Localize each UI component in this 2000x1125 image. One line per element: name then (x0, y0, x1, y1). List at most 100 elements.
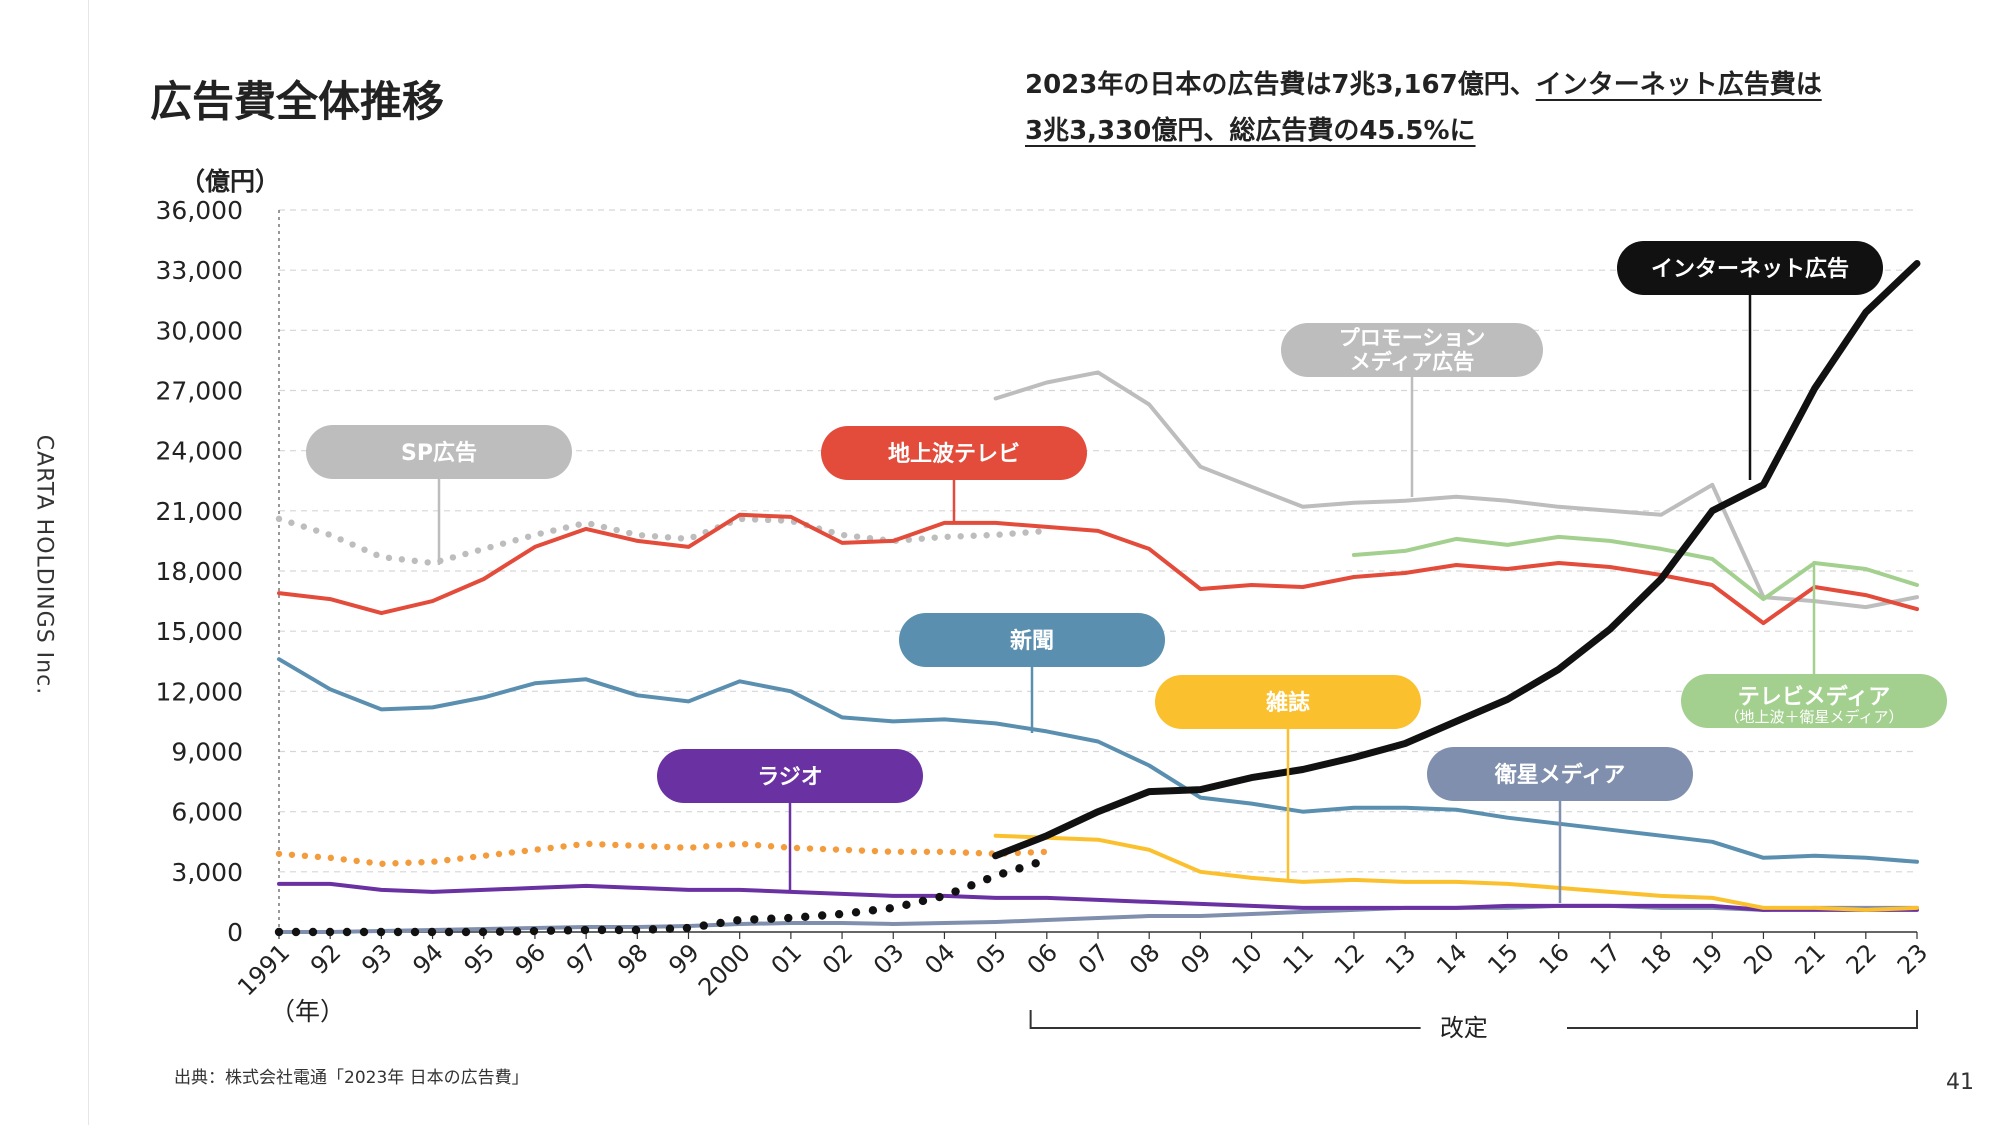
data-point (444, 856, 451, 864)
data-point (411, 557, 418, 565)
data-point (427, 927, 437, 937)
data-point (537, 530, 544, 537)
data-point (983, 532, 990, 539)
data-point (806, 845, 814, 852)
x-tick-label: 10 (1226, 938, 1267, 979)
x-tick-label: 08 (1124, 938, 1165, 979)
data-point (457, 855, 464, 862)
y-tick-label: 33,000 (156, 256, 243, 285)
x-tick-label: 01 (766, 938, 807, 979)
x-tick-label: 03 (868, 938, 909, 979)
y-tick-label: 24,000 (156, 437, 243, 466)
data-point (398, 556, 406, 563)
data-point (832, 846, 840, 853)
data-point (853, 533, 861, 540)
callout-9: テレビメディア（地上波＋衛星メディア） (1681, 561, 1947, 728)
x-tick-label: 16 (1534, 938, 1575, 979)
data-point (508, 849, 516, 856)
callout-label: 地上波テレビ (888, 442, 1020, 467)
data-point (349, 541, 356, 548)
data-point (614, 925, 624, 935)
data-point (580, 925, 590, 935)
series-line (993, 833, 1919, 912)
callout-box (1155, 675, 1421, 729)
data-point (325, 531, 332, 538)
data-point (1027, 849, 1035, 856)
data-point (871, 847, 879, 855)
y-tick-label: 21,000 (156, 497, 243, 526)
data-point (967, 881, 976, 890)
x-tick-label: 12 (1329, 938, 1370, 979)
data-point (764, 516, 772, 524)
data-point (682, 923, 692, 933)
data-point (931, 534, 938, 541)
x-tick-label: 19 (1687, 938, 1728, 979)
data-point (361, 546, 368, 553)
data-point (534, 846, 541, 853)
x-tick-label: 06 (1022, 938, 1063, 979)
data-point (638, 532, 646, 539)
data-point (626, 529, 633, 537)
callout-box (1681, 674, 1947, 728)
data-point (575, 521, 582, 528)
callout-box (899, 613, 1165, 667)
series-line (277, 903, 1919, 934)
data-point (918, 896, 928, 906)
data-point (325, 927, 335, 937)
data-point (897, 848, 905, 855)
data-point (910, 848, 918, 855)
data-point (631, 925, 641, 935)
x-tick-label: 94 (407, 938, 448, 979)
data-point (767, 843, 775, 850)
x-tick-label: 15 (1482, 938, 1523, 979)
data-point (340, 856, 347, 863)
data-point (600, 523, 608, 531)
series-line (277, 881, 1919, 912)
data-point (550, 527, 557, 534)
data-point (751, 516, 759, 523)
data-point (750, 915, 759, 924)
data-point (392, 860, 399, 867)
data-point (512, 537, 519, 544)
data-point (586, 840, 593, 848)
callout-4: 新聞 (899, 613, 1165, 733)
data-point (301, 852, 309, 860)
y-tick-label: 36,000 (156, 196, 243, 225)
headline-plain: 2023年の日本の広告費は7兆3,167億円、 (1025, 70, 1536, 100)
data-point (337, 536, 344, 543)
source-note: 出典：株式会社電通「2023年 日本の広告費」 (174, 1068, 529, 1088)
data-point (313, 527, 320, 534)
data-point (703, 843, 710, 850)
callout-label: ラジオ (757, 765, 823, 790)
data-point (474, 547, 482, 554)
series-line (1351, 534, 1919, 602)
data-point (314, 853, 322, 861)
callout-3: 地上波テレビ (821, 426, 1087, 522)
y-tick-label: 9,000 (171, 738, 243, 767)
series-9 (992, 260, 1921, 860)
callout-label: プロモーション (1339, 326, 1486, 350)
data-point (418, 859, 425, 866)
data-point (817, 911, 827, 920)
data-point (716, 842, 723, 849)
y-unit-label: （億円） (180, 167, 280, 196)
x-tick-label: 98 (612, 938, 653, 979)
data-point (1035, 528, 1042, 535)
data-point (801, 912, 810, 922)
x-tick-label: 18 (1636, 938, 1677, 979)
data-point (529, 926, 539, 936)
data-point (560, 843, 567, 850)
series-line (277, 512, 1919, 626)
data-point (327, 854, 335, 862)
data-point (359, 927, 369, 937)
data-point (597, 925, 607, 935)
data-point (300, 523, 308, 530)
data-point (482, 852, 490, 859)
data-point (665, 924, 675, 933)
data-point (410, 927, 420, 937)
data-point (868, 906, 878, 915)
data-point (385, 554, 393, 562)
data-point (935, 892, 944, 902)
data-point (449, 554, 457, 561)
data-point (970, 532, 977, 539)
